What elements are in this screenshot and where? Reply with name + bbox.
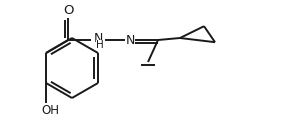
Text: H: H [96, 40, 104, 50]
Text: OH: OH [41, 104, 59, 117]
Text: O: O [63, 5, 73, 18]
Text: N: N [93, 33, 103, 46]
Text: N: N [125, 34, 135, 47]
